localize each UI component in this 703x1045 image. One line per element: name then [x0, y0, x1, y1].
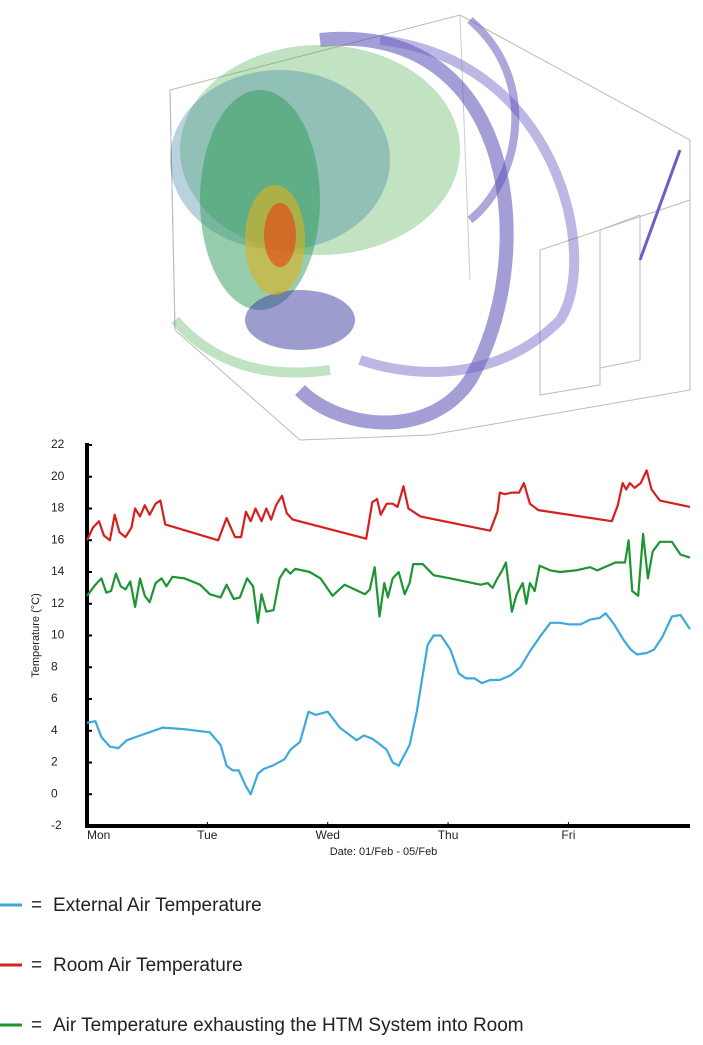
y-tick-label: 14: [51, 564, 65, 578]
x-axis-label: Date: 01/Feb - 05/Feb: [330, 846, 438, 858]
series-line: [86, 469, 691, 542]
y-tick-label: 16: [51, 532, 65, 546]
x-tick-label: Thu: [438, 828, 459, 842]
y-tick-label: 6: [51, 691, 58, 705]
y-axis-label: Temperature (°C): [30, 593, 42, 677]
series-line: [86, 612, 691, 796]
cfd-illustration: [169, 14, 691, 441]
legend-separator: =: [31, 955, 42, 976]
series-line: [86, 532, 691, 624]
x-tick-label: Mon: [87, 828, 110, 842]
y-tick-label: 2: [51, 755, 58, 769]
legend-label: External Air Temperature: [53, 895, 262, 916]
legend-label: Room Air Temperature: [53, 955, 243, 976]
x-tick-label: Tue: [197, 828, 218, 842]
y-tick-label: 8: [51, 659, 58, 673]
y-tick-label: 22: [51, 437, 65, 451]
x-tick-label: Fri: [561, 828, 575, 842]
legend-separator: =: [31, 895, 42, 916]
y-tick-label: 18: [51, 501, 65, 515]
y-tick-label: -2: [51, 818, 62, 832]
y-tick-label: 4: [51, 723, 58, 737]
y-tick-label: 12: [51, 596, 65, 610]
x-tick-label: Wed: [315, 828, 339, 842]
legend-separator: =: [31, 1015, 42, 1036]
y-tick-label: 20: [51, 469, 65, 483]
legend-label: Air Temperature exhausting the HTM Syste…: [53, 1015, 524, 1036]
y-tick-label: 10: [51, 628, 65, 642]
y-tick-label: 0: [51, 786, 58, 800]
